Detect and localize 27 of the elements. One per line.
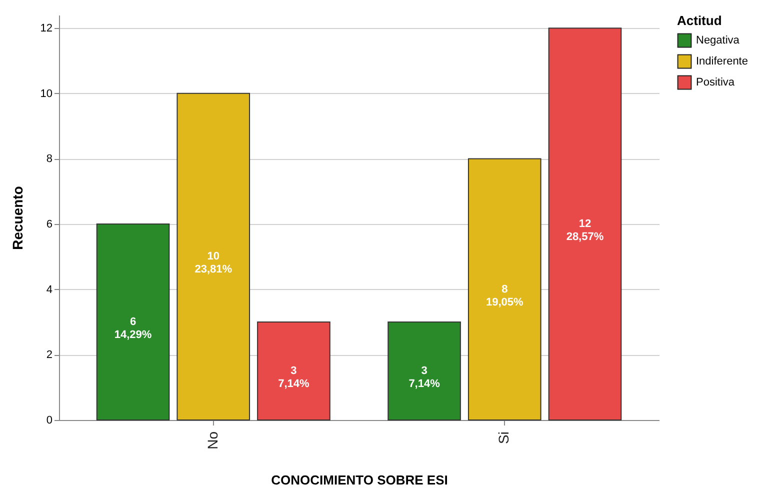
legend-label: Indiferente — [696, 56, 748, 68]
bar — [388, 322, 461, 420]
data-label: 8 19,05% — [486, 283, 524, 308]
y-tick-label: 0 — [46, 414, 52, 426]
bar — [468, 158, 542, 420]
bar — [96, 224, 170, 420]
y-tick-label: 8 — [46, 153, 52, 166]
y-axis-title: Recuento — [9, 186, 26, 250]
data-label: 10 23,81% — [194, 250, 232, 276]
data-label: 6 14,29% — [114, 316, 152, 342]
legend-label: Positiva — [696, 76, 736, 88]
y-tick-label: 2 — [46, 349, 52, 362]
data-label: 3 7,14% — [278, 365, 310, 390]
legend-label: Negativa — [696, 34, 740, 46]
y-tick-label: 6 — [46, 218, 52, 231]
x-axis-title: CONOCIMIENTO SOBRE ESI — [271, 472, 448, 488]
x-tick-label: Si — [496, 432, 512, 444]
x-tick-label: No — [204, 431, 220, 450]
data-label: 3 7,14% — [408, 365, 440, 390]
y-tick-label: 10 — [40, 88, 52, 100]
y-tick-label: 12 — [40, 22, 52, 35]
legend-title: Actitud — [677, 13, 722, 28]
bar — [176, 92, 250, 420]
bar — [548, 28, 622, 420]
data-label: 12 28,57% — [566, 218, 604, 244]
bar — [257, 322, 330, 420]
y-tick-label: 4 — [46, 284, 52, 296]
